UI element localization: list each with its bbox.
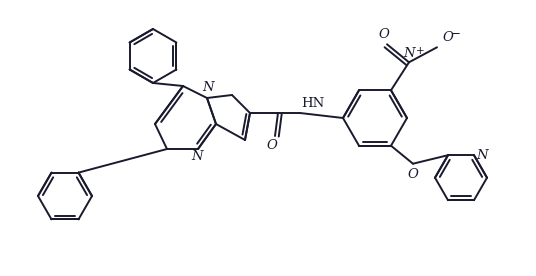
- Text: N: N: [202, 81, 214, 94]
- Text: O: O: [378, 28, 390, 41]
- Text: O: O: [442, 31, 453, 44]
- Text: −: −: [451, 27, 461, 40]
- Text: N: N: [403, 47, 415, 60]
- Text: O: O: [266, 139, 278, 152]
- Text: O: O: [407, 168, 419, 181]
- Text: HN: HN: [301, 97, 324, 110]
- Text: N: N: [476, 149, 488, 162]
- Text: N: N: [191, 150, 203, 163]
- Text: +: +: [416, 46, 425, 56]
